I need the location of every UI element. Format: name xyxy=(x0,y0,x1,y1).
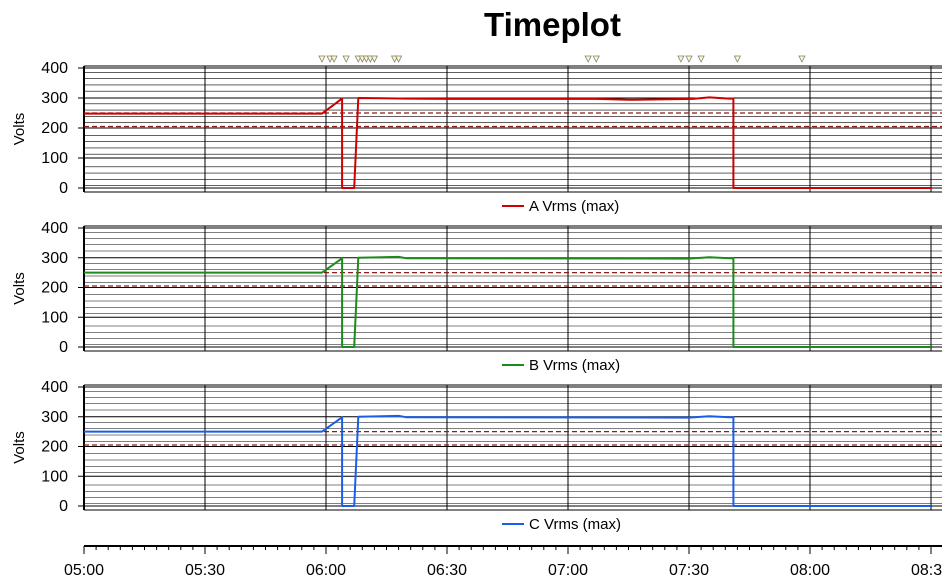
y-tick-label: 200 xyxy=(41,120,68,137)
event-marker xyxy=(394,55,403,63)
y-tick-label: 100 xyxy=(41,150,68,167)
panel-1: 0 100 200 300 400 Volts A Vrms (max) xyxy=(11,60,942,215)
y-tick-label: 200 xyxy=(41,280,68,297)
x-tick-label: 06:00 xyxy=(306,562,346,579)
y-tick-label: 200 xyxy=(41,439,68,456)
legend: C Vrms (max) xyxy=(502,516,621,533)
panel-2: 0 100 200 300 400 Volts B Vrms (max) xyxy=(11,220,942,374)
legend: A Vrms (max) xyxy=(502,198,619,215)
x-tick-label: 08:00 xyxy=(790,562,830,579)
event-marker xyxy=(330,55,338,63)
x-tick-label: 05:00 xyxy=(64,562,104,579)
series-line xyxy=(84,96,931,189)
legend: B Vrms (max) xyxy=(502,357,620,374)
y-tick-label: 0 xyxy=(59,498,68,515)
event-marker xyxy=(798,55,806,63)
event-marker xyxy=(318,55,326,63)
y-tick-label: 300 xyxy=(41,90,68,107)
y-tick-label: 100 xyxy=(41,309,68,326)
series-line xyxy=(84,255,931,348)
x-tick-label: 07:00 xyxy=(548,562,588,579)
event-marker xyxy=(370,55,379,63)
y-tick-label: 0 xyxy=(59,339,68,356)
y-tick-label: 100 xyxy=(41,468,68,485)
x-tick-label: 05:30 xyxy=(185,562,225,579)
legend-label: B Vrms (max) xyxy=(529,357,620,374)
x-tick-label: 07:30 xyxy=(669,562,709,579)
event-marker xyxy=(685,55,693,63)
y-tick-label: 400 xyxy=(41,220,68,237)
chart-title: Timeplot xyxy=(484,6,621,43)
x-tick-label: 08:30 xyxy=(911,562,942,579)
x-tick-label: 06:30 xyxy=(427,562,467,579)
y-axis-label: Volts xyxy=(11,113,28,146)
y-tick-label: 300 xyxy=(41,409,68,426)
event-marker xyxy=(677,55,685,63)
event-marker xyxy=(733,55,742,63)
legend-label: A Vrms (max) xyxy=(529,198,619,215)
y-axis-label: Volts xyxy=(11,272,28,305)
y-tick-label: 400 xyxy=(41,60,68,77)
legend-label: C Vrms (max) xyxy=(529,516,621,533)
series-line xyxy=(84,414,931,507)
event-marker xyxy=(342,55,350,63)
event-marker xyxy=(584,55,592,63)
y-tick-label: 300 xyxy=(41,250,68,267)
y-axis-label: Volts xyxy=(11,431,28,464)
panel-3: 0 100 200 300 400 Volts C Vrms (max) xyxy=(11,379,942,533)
y-tick-label: 400 xyxy=(41,379,68,396)
y-tick-label: 0 xyxy=(59,180,68,197)
event-marker xyxy=(592,55,600,63)
event-marker xyxy=(697,55,705,63)
